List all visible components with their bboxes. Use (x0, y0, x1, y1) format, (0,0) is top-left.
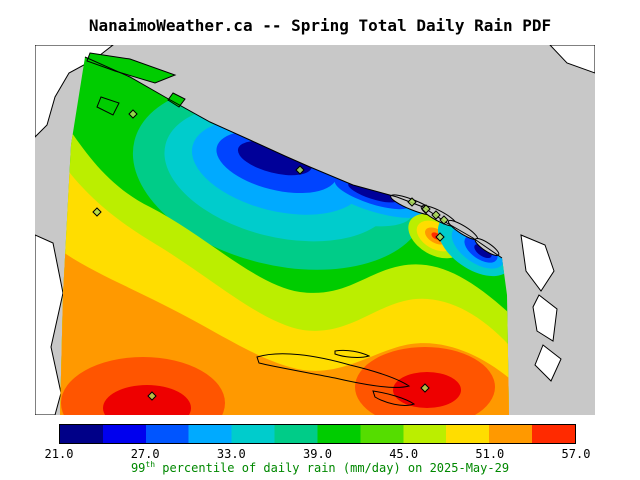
outline-islands (256, 349, 416, 406)
station-marker (128, 109, 138, 119)
colorbar-tick-label: 33.0 (216, 447, 246, 461)
station-marker (421, 204, 431, 214)
water-inlet-1 (520, 234, 555, 292)
station-marker (147, 391, 157, 401)
water-top-left (34, 44, 115, 139)
caption-number: 99 (130, 461, 146, 475)
rain-map (34, 44, 596, 416)
station-marker (420, 383, 430, 393)
coastline (84, 56, 503, 259)
colorbar-tick-label: 57.0 (561, 447, 591, 461)
page-title: NanaimoWeather.ca -- Spring Total Daily … (88, 16, 552, 35)
colorbar-tick-labels: 21.0 27.0 33.0 39.0 45.0 51.0 57.0 (45, 447, 591, 461)
colorbar-gradient (59, 424, 576, 444)
island-north-tiny (167, 92, 186, 108)
contour-field (60, 57, 509, 415)
caption-text: percentile of daily rain (mm/day) on 202… (155, 461, 510, 475)
station-marker (431, 210, 441, 220)
colorbar-tick-label: 27.0 (130, 447, 160, 461)
station-marker (435, 232, 445, 242)
colorbar-tick-label: 45.0 (389, 447, 419, 461)
colorbar-tick-label: 39.0 (303, 447, 332, 461)
station-marker (407, 197, 417, 207)
map-svg (34, 44, 596, 416)
water-inlet-2 (532, 294, 558, 342)
caption-superscript: th (145, 460, 156, 469)
colorbar-tick-label: 21.0 (44, 447, 74, 461)
station-markers (92, 109, 449, 401)
colorbar-tick-label: 51.0 (475, 447, 505, 461)
water-inlet-3 (534, 344, 562, 382)
station-marker (439, 215, 449, 225)
caption: 99th percentile of daily rain (mm/day) o… (0, 460, 640, 475)
island-north-long (86, 52, 177, 84)
station-marker (92, 207, 102, 217)
water-areas (34, 44, 596, 416)
island-north-small (96, 96, 120, 116)
station-marker (295, 165, 305, 175)
northern-islands (86, 52, 186, 116)
